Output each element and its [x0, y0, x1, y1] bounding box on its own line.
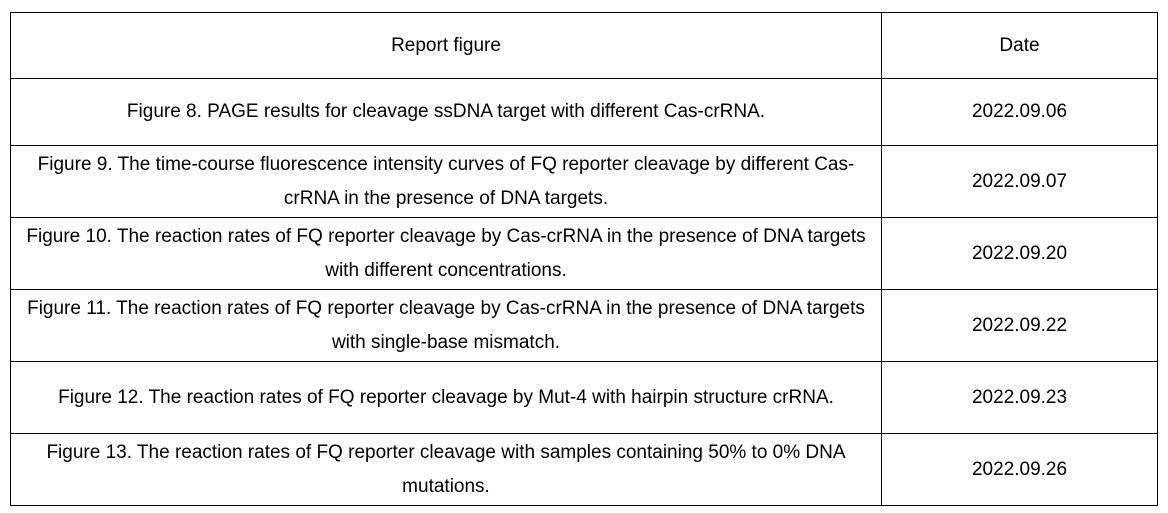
report-figure-table: Report figure Date Figure 8. PAGE result…: [10, 12, 1158, 506]
date-cell: 2022.09.22: [881, 289, 1158, 362]
header-date: Date: [881, 12, 1158, 79]
header-report-figure: Report figure: [10, 12, 882, 79]
figure-cell: Figure 11. The reaction rates of FQ repo…: [10, 289, 882, 362]
date-cell: 2022.09.06: [881, 78, 1158, 146]
date-cell: 2022.09.20: [881, 217, 1158, 290]
figure-cell: Figure 8. PAGE results for cleavage ssDN…: [10, 78, 882, 146]
figure-cell: Figure 12. The reaction rates of FQ repo…: [10, 361, 882, 434]
date-cell: 2022.09.23: [881, 361, 1158, 434]
date-cell: 2022.09.07: [881, 145, 1158, 218]
table-row: Figure 10. The reaction rates of FQ repo…: [10, 217, 1158, 290]
table-row: Figure 9. The time-course fluorescence i…: [10, 145, 1158, 218]
figure-cell: Figure 13. The reaction rates of FQ repo…: [10, 433, 882, 506]
figure-cell: Figure 9. The time-course fluorescence i…: [10, 145, 882, 218]
table-header-row: Report figure Date: [10, 12, 1158, 79]
table-row: Figure 11. The reaction rates of FQ repo…: [10, 289, 1158, 362]
table-row: Figure 8. PAGE results for cleavage ssDN…: [10, 78, 1158, 146]
date-cell: 2022.09.26: [881, 433, 1158, 506]
figure-cell: Figure 10. The reaction rates of FQ repo…: [10, 217, 882, 290]
table-row: Figure 13. The reaction rates of FQ repo…: [10, 433, 1158, 506]
table-row: Figure 12. The reaction rates of FQ repo…: [10, 361, 1158, 434]
